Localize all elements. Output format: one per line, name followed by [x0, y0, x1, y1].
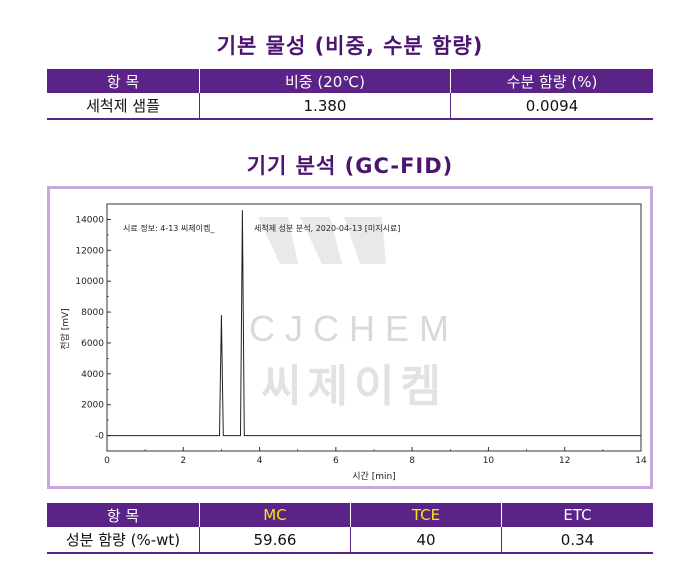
table-header-row: 항 목 MC TCE ETC	[47, 503, 653, 527]
x-tick-label: 12	[559, 456, 570, 466]
y-tick-label: 6000	[81, 339, 104, 349]
basic-properties-title: 기본 물성 (비중, 수분 함량)	[216, 34, 484, 58]
y-tick-label: 14000	[75, 215, 104, 225]
table-header-row: 항 목 비중 (20℃) 수분 함량 (%)	[47, 69, 653, 93]
table-cell-sample: 세척제 샘플	[47, 93, 200, 120]
table-cell-specific-gravity: 1.380	[199, 93, 451, 120]
x-tick-label: 14	[635, 456, 647, 466]
table-header-moisture: 수분 함량 (%)	[450, 69, 653, 93]
table-cell-mc: 59.66	[199, 527, 351, 554]
table-cell-tce: 40	[350, 527, 502, 554]
y-axis-label: 전압 [mV]	[59, 308, 71, 349]
table-row: 세척제 샘플 1.380 0.0094	[47, 93, 653, 120]
x-tick-label: 0	[104, 456, 110, 466]
watermark-korean: 씨제이켐	[261, 361, 447, 412]
table-header-mc: MC	[199, 503, 351, 527]
chart-annotation-left: 시료 정보: 4-13 씨제이켐_	[123, 223, 215, 233]
chromatogram-chart: CJCHEM 씨제이켐 -0 2000 4000 6000 8000 10000 12000…	[59, 203, 647, 482]
watermark-latin: CJCHEM	[249, 308, 459, 349]
x-tick-label: 6	[333, 456, 339, 466]
composition-table: 항 목 MC TCE ETC 성분 함량 (%-wt) 59.66 40 0.3…	[47, 503, 653, 554]
x-tick-label: 10	[483, 456, 495, 466]
table-header-etc: ETC	[501, 503, 653, 527]
x-tick-label: 8	[409, 456, 415, 466]
table-cell-moisture: 0.0094	[450, 93, 653, 120]
chromatogram-frame: CJCHEM 씨제이켐 -0 2000 4000 6000 8000 10000 12000…	[47, 186, 653, 489]
series-line	[107, 210, 641, 437]
table-header-item: 항 목	[47, 503, 200, 527]
y-tick-label: 12000	[75, 246, 104, 256]
table-cell-content-label: 성분 함량 (%-wt)	[47, 527, 200, 554]
x-axis-label: 시간 [min]	[352, 471, 395, 482]
gc-fid-title: 기기 분석 (GC-FID)	[246, 154, 454, 178]
watermark-logo	[258, 217, 386, 264]
table-cell-etc: 0.34	[501, 527, 653, 554]
y-tick-label: 2000	[81, 401, 104, 411]
chart-annotation-right: 세척제 성분 분석, 2020-04-13 [미지시료]	[254, 223, 400, 233]
y-tick-label: 4000	[81, 370, 104, 380]
x-tick-label: 2	[180, 456, 186, 466]
table-header-specific-gravity: 비중 (20℃)	[199, 69, 451, 93]
basic-properties-table: 항 목 비중 (20℃) 수분 함량 (%) 세척제 샘플 1.380 0.00…	[47, 69, 653, 120]
y-tick-label: 8000	[81, 308, 104, 318]
table-header-item: 항 목	[47, 69, 200, 93]
x-tick-label: 4	[257, 456, 263, 466]
table-row: 성분 함량 (%-wt) 59.66 40 0.34	[47, 527, 653, 554]
chromatogram-series	[107, 210, 641, 437]
y-axis: -0 2000 4000 6000 8000 10000 12000 14000	[75, 203, 111, 452]
x-axis: 0 2 4 6 8 10 12 14	[104, 447, 647, 466]
table-header-tce: TCE	[350, 503, 502, 527]
y-tick-label: 10000	[75, 277, 104, 287]
y-tick-label: -0	[95, 432, 104, 442]
